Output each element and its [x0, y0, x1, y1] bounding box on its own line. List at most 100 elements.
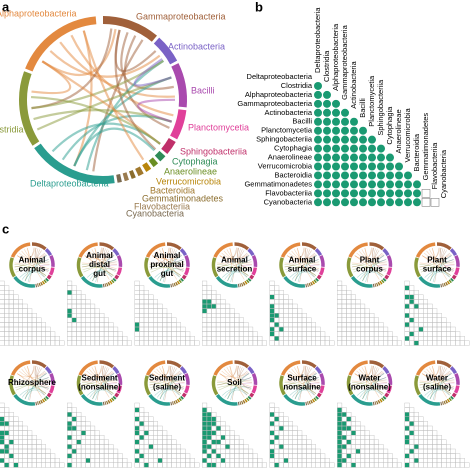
grid-cell [202, 285, 208, 291]
grid-cell [67, 303, 73, 309]
grid-cell [211, 294, 217, 300]
grid-cell [22, 430, 28, 436]
grid-cell [238, 331, 244, 337]
grid-cell [350, 326, 356, 332]
grid-cell [117, 331, 123, 337]
grid-cell [364, 322, 370, 328]
matrix-dot [323, 144, 331, 153]
grid-cell [166, 322, 172, 328]
grid-cell [450, 340, 456, 346]
chord-ribbon [230, 255, 250, 283]
chord-ribbon [445, 382, 455, 389]
grid-cell [383, 448, 389, 454]
grid-cell [148, 340, 154, 346]
grid-cell [427, 458, 433, 464]
matrix-dot [332, 144, 340, 153]
chord-ribbon [419, 373, 430, 382]
grid-cell [360, 340, 366, 346]
chord-ribbon [152, 373, 182, 394]
grid-cell [162, 340, 168, 346]
grid-cell [278, 448, 284, 454]
grid-cell [292, 322, 298, 328]
grid-cell [423, 299, 429, 305]
grid-cell [13, 421, 19, 427]
chord-ribbon [239, 367, 251, 391]
grid-cell [18, 313, 24, 319]
matrix-dot [323, 99, 331, 108]
grid-cell [143, 453, 149, 459]
row-label: Bacteroidia [274, 170, 312, 179]
chord-ribbon [419, 381, 452, 394]
grid-cell [45, 462, 51, 468]
grid-cell [355, 322, 361, 328]
grid-cell [373, 458, 379, 464]
grid-cell [341, 313, 347, 319]
chord-arc [178, 397, 182, 402]
grid-cell [409, 425, 415, 431]
significant-cell [0, 421, 5, 426]
chord-ribbon [84, 365, 103, 378]
grid-cell [446, 458, 452, 464]
grid-cell [337, 290, 343, 296]
chord-arc [449, 248, 458, 257]
significant-cell [0, 449, 5, 454]
grid-cell [215, 340, 221, 346]
grid-cell [143, 336, 149, 342]
row-label: Actinobacteria [264, 108, 312, 117]
significant-cell [211, 449, 217, 454]
grid-cell [229, 331, 235, 337]
grid-cell [427, 430, 433, 436]
grid-cell [269, 402, 275, 408]
grid-cell [18, 439, 24, 445]
grid-cell [413, 313, 419, 319]
significant-cell [274, 416, 279, 422]
significant-cell [414, 458, 419, 463]
grid-cell [189, 336, 195, 342]
grid-cell [18, 308, 24, 314]
significant-cell [139, 453, 144, 459]
grid-cell [238, 444, 244, 450]
chord-ribbon [373, 248, 387, 263]
chord-ribbon [159, 271, 180, 282]
grid-cell [423, 331, 429, 337]
chord-arc [384, 392, 390, 398]
grid-cell [162, 317, 168, 323]
grid-cell [211, 453, 217, 459]
grid-cell [423, 421, 429, 427]
grid-cell [27, 462, 33, 468]
chord-ribbon [31, 28, 113, 110]
grid-cell [269, 322, 275, 328]
chord-ribbon [356, 252, 384, 260]
significant-cell [206, 421, 212, 426]
grid-cell [404, 290, 410, 296]
grid-cell [139, 439, 145, 445]
grid-cell [31, 435, 37, 441]
chord-ribbon [357, 270, 384, 278]
grid-cell [292, 340, 298, 346]
chord-arc [445, 281, 449, 286]
grid-cell [36, 322, 42, 328]
chord-ribbon [18, 252, 46, 260]
grid-cell [139, 458, 145, 464]
grid-cell [301, 317, 307, 323]
taxon-label: Gammaproteobacteria [136, 11, 226, 21]
grid-cell [404, 448, 410, 454]
grid-cell [0, 331, 5, 337]
grid-cell [225, 453, 231, 459]
chord-ribbon [359, 386, 387, 398]
matrix-dot [341, 162, 349, 171]
taxon-label: Deltaproteobacteria [30, 178, 109, 188]
grid-cell [360, 336, 366, 342]
grid-cell [427, 322, 433, 328]
grid-cell [85, 308, 91, 314]
grid-cell [8, 444, 14, 450]
grid-cell [18, 458, 24, 464]
significant-cell [225, 444, 230, 449]
grid-cell [8, 322, 14, 328]
grid-cell [94, 453, 100, 459]
chord-ribbon [175, 382, 185, 389]
significant-cell [134, 426, 140, 431]
environment-label: Sediment [149, 374, 185, 383]
grid-cell [346, 322, 352, 328]
chord-arc [44, 366, 53, 375]
